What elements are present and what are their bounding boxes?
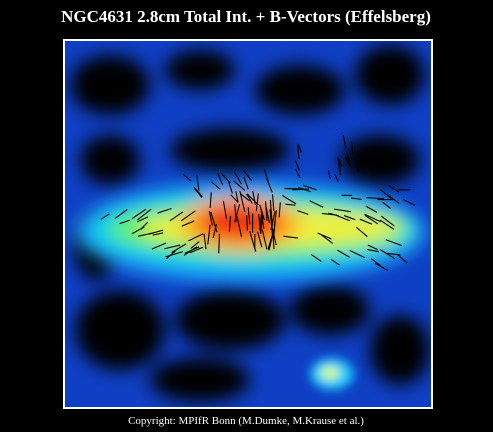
b-vector xyxy=(247,215,248,231)
figure: NGC4631 2.8cm Total Int. + B-Vectors (Ef… xyxy=(0,0,493,432)
b-vector xyxy=(219,234,220,253)
page: NGC4631 html, body { margin: 0; padding:… xyxy=(0,0,493,432)
radio-map xyxy=(64,40,432,408)
copyright: Copyright: MPIfR Bonn (M.Dumke, M.Krause… xyxy=(128,415,364,427)
companion-blob xyxy=(310,358,354,390)
title: NGC4631 2.8cm Total Int. + B-Vectors (Ef… xyxy=(61,7,431,26)
body: {"header": {"title": "NGC4631 2.8cm Tota… xyxy=(0,0,493,432)
